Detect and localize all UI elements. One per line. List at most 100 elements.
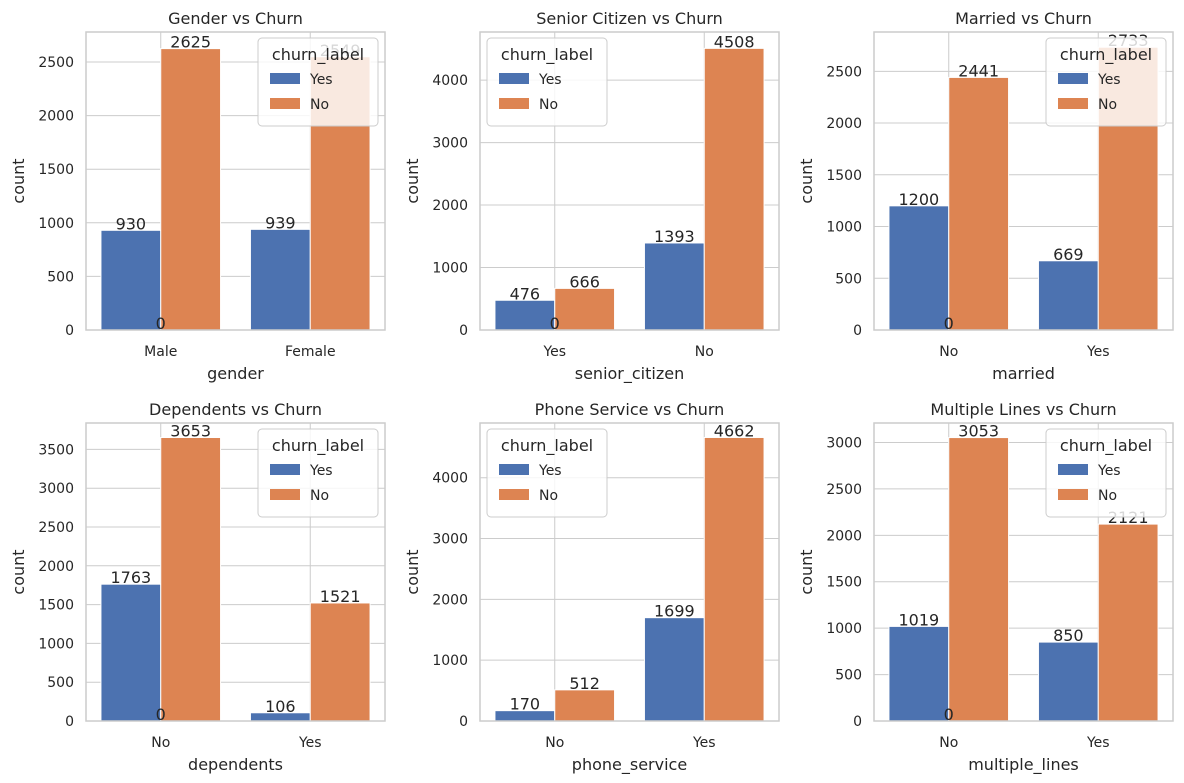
bar-value-label: 1521 bbox=[320, 587, 361, 606]
y-tick-label: 3000 bbox=[38, 481, 74, 497]
bar-value-label: 106 bbox=[265, 697, 296, 716]
bar-value-label: 850 bbox=[1053, 626, 1084, 645]
x-tick-label: No bbox=[545, 735, 564, 751]
x-axis-label: dependents bbox=[188, 755, 283, 774]
legend-swatch-yes bbox=[270, 73, 300, 84]
legend-label-yes: Yes bbox=[1097, 72, 1121, 88]
x-tick-label: Yes bbox=[1086, 344, 1110, 360]
legend-label-no: No bbox=[539, 97, 558, 113]
y-tick-label: 1000 bbox=[38, 216, 74, 232]
x-axis-label: senior_citizen bbox=[575, 364, 684, 384]
x-tick-label: No bbox=[151, 735, 170, 751]
legend-label-yes: Yes bbox=[309, 463, 333, 479]
y-tick-label: 0 bbox=[459, 714, 468, 730]
axes-frame bbox=[479, 31, 780, 331]
bar-value-label: 0 bbox=[550, 314, 560, 333]
bar-value-label: 930 bbox=[116, 214, 147, 233]
y-tick-label: 2000 bbox=[38, 559, 74, 575]
chart-title: Gender vs Churn bbox=[168, 9, 303, 28]
y-tick-label: 0 bbox=[65, 714, 74, 730]
legend-swatch-no bbox=[499, 98, 529, 109]
y-tick-label: 1000 bbox=[826, 621, 862, 637]
axes-frame bbox=[873, 31, 1174, 331]
y-tick-label: 3000 bbox=[826, 435, 862, 451]
bar-value-label: 0 bbox=[944, 705, 954, 724]
axes-frame bbox=[85, 31, 386, 331]
chart-title: Multiple Lines vs Churn bbox=[930, 400, 1116, 419]
bar-value-label: 0 bbox=[944, 314, 954, 333]
bar-value-label: 0 bbox=[156, 314, 166, 333]
x-tick-label: No bbox=[939, 344, 958, 360]
x-tick-label: Yes bbox=[692, 735, 716, 751]
y-tick-label: 1500 bbox=[38, 598, 74, 614]
legend-title: churn_label bbox=[1060, 45, 1152, 65]
bar-yes-no bbox=[643, 242, 705, 331]
chart-panel-1: 05001000150020002500930939262525490MaleF… bbox=[9, 9, 386, 383]
legend-swatch-no bbox=[1058, 98, 1088, 109]
bar-value-label: 1393 bbox=[654, 227, 695, 246]
legend-label-no: No bbox=[1098, 488, 1117, 504]
y-tick-label: 0 bbox=[853, 714, 862, 730]
y-tick-label: 1000 bbox=[38, 636, 74, 652]
bar-value-label: 669 bbox=[1053, 245, 1084, 264]
x-tick-label: Yes bbox=[542, 344, 566, 360]
legend-swatch-no bbox=[270, 98, 300, 109]
axes-frame bbox=[85, 422, 386, 722]
x-tick-label: No bbox=[939, 735, 958, 751]
legend: churn_label Yes No bbox=[486, 37, 608, 127]
legend-title: churn_label bbox=[501, 436, 593, 456]
y-tick-label: 4000 bbox=[432, 73, 468, 89]
bar-yes-yes bbox=[1037, 641, 1099, 722]
bar-no-yes bbox=[554, 287, 616, 331]
bar-yes-yes bbox=[1037, 260, 1099, 331]
legend: churn_label Yes No bbox=[486, 428, 608, 518]
bar-no-yes bbox=[703, 436, 765, 722]
legend-label-yes: Yes bbox=[1097, 463, 1121, 479]
bar-value-label: 3053 bbox=[958, 422, 999, 441]
y-tick-label: 500 bbox=[835, 668, 862, 684]
chart-panel-3: 050010001500200025001200669244127330NoYe… bbox=[797, 9, 1174, 383]
legend-label-no: No bbox=[539, 488, 558, 504]
legend-swatch-no bbox=[499, 489, 529, 500]
x-axis-label: gender bbox=[207, 364, 264, 383]
bar-yes-no bbox=[100, 583, 162, 722]
bar-no-yes bbox=[1097, 523, 1159, 722]
y-tick-label: 0 bbox=[853, 323, 862, 339]
bar-yes-yes bbox=[643, 617, 705, 722]
legend-label-no: No bbox=[310, 488, 329, 504]
legend: churn_label Yes No bbox=[1045, 428, 1167, 518]
y-tick-label: 1000 bbox=[432, 653, 468, 669]
y-axis-label: count bbox=[9, 549, 28, 594]
y-axis-label: count bbox=[403, 549, 422, 594]
legend-label-yes: Yes bbox=[309, 72, 333, 88]
legend-title: churn_label bbox=[1060, 436, 1152, 456]
chart-title: Dependents vs Churn bbox=[149, 400, 322, 419]
bar-yes-male bbox=[100, 229, 162, 331]
y-tick-label: 2000 bbox=[826, 528, 862, 544]
y-axis-label: count bbox=[797, 549, 816, 594]
y-tick-label: 3000 bbox=[432, 532, 468, 548]
chart-panel-4: 0 500 1000 1500 2000 2500 3000 3500 1763 106 3653 1… bbox=[9, 400, 386, 774]
bar-value-label: 0 bbox=[156, 705, 166, 724]
axes-frame bbox=[479, 422, 780, 722]
legend-swatch-yes bbox=[499, 73, 529, 84]
bar-no-male bbox=[160, 48, 222, 331]
bar-value-label: 170 bbox=[510, 695, 541, 714]
bar-no-no bbox=[948, 76, 1010, 331]
x-axis-label: multiple_lines bbox=[968, 755, 1079, 775]
y-tick-label: 2000 bbox=[826, 116, 862, 132]
bar-yes-yes bbox=[494, 299, 556, 331]
y-axis-label: count bbox=[9, 158, 28, 203]
legend: churn_label Yes No bbox=[1045, 37, 1167, 127]
y-tick-label: 2500 bbox=[38, 55, 74, 71]
bar-no-no bbox=[160, 437, 222, 722]
chart-title: Phone Service vs Churn bbox=[535, 400, 725, 419]
bar-value-label: 1019 bbox=[898, 610, 939, 629]
chart-title: Married vs Churn bbox=[955, 9, 1092, 28]
y-tick-label: 500 bbox=[47, 269, 74, 285]
legend-title: churn_label bbox=[272, 45, 364, 65]
legend-swatch-no bbox=[1058, 489, 1088, 500]
legend-swatch-yes bbox=[1058, 73, 1088, 84]
legend-label-yes: Yes bbox=[538, 72, 562, 88]
